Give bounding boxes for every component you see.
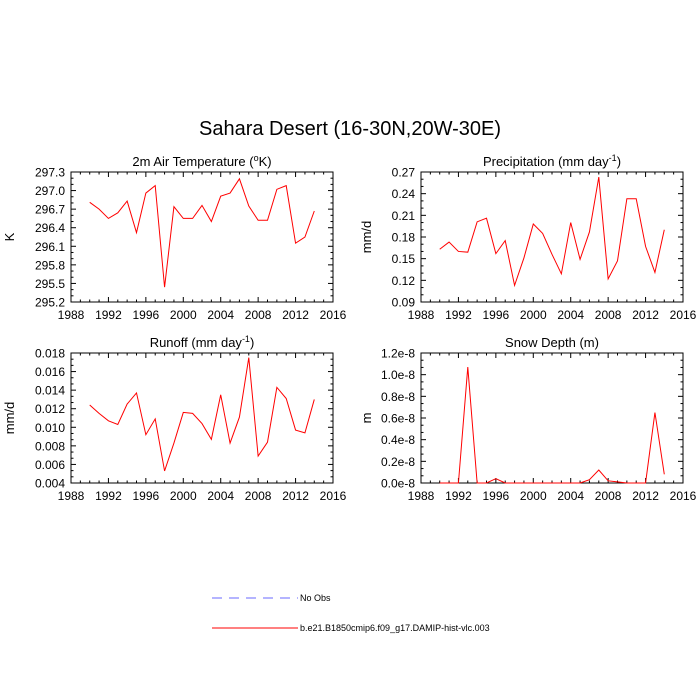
x-tick-label: 2008: [245, 489, 272, 503]
chart-panels: 1988 1992 1996 2000 2004 2008 2012 2016 295.2 295…: [2, 153, 697, 503]
y-tick-label: 0.012: [35, 402, 65, 416]
panel-title-superscript: -1: [609, 153, 617, 163]
y-tick-label: 0.12: [392, 274, 416, 288]
panel-title-main: Runoff (mm day: [150, 335, 243, 350]
x-tick-label: 2004: [207, 308, 234, 322]
x-tick-label: 1996: [133, 308, 160, 322]
y-tick-label: 1.2e-8: [381, 347, 415, 361]
y-axis-label: m: [359, 413, 374, 424]
x-tick-label: 1996: [483, 489, 510, 503]
panel-title-main: Snow Depth (m): [505, 335, 599, 350]
y-axis-label: mm/d: [2, 402, 17, 435]
chart-panel-1: 1988 1992 1996 2000 2004 2008 2012 2016 295.2 295…: [2, 153, 347, 322]
x-tick-label: 2000: [520, 489, 547, 503]
y-tick-label: 0.008: [35, 439, 65, 453]
chart-panel-2: 1988 1992 1996 2000 2004 2008 2012 2016 0.09 0.12…: [359, 153, 697, 322]
panel-title-main: 2m Air Temperature (: [132, 154, 254, 169]
y-tick-label: 1.0e-8: [381, 368, 415, 382]
x-tick-label: 2016: [320, 489, 347, 503]
x-tick-label: 2008: [245, 308, 272, 322]
legend: No Obs b.e21.B1850cmip6.f09_g17.DAMIP-his…: [212, 593, 490, 633]
y-axis-label: mm/d: [359, 221, 374, 254]
y-tick-label: 0.2e-8: [381, 455, 415, 469]
y-tick-label: 295.8: [35, 258, 65, 272]
y-tick-label: 297.0: [35, 184, 65, 198]
y-tick-label: 296.7: [35, 203, 65, 217]
panel-title: 2m Air Temperature (oK): [132, 153, 271, 169]
x-tick-label: 2012: [632, 489, 659, 503]
y-tick-label: 297.3: [35, 166, 65, 180]
x-tick-label: 2000: [170, 489, 197, 503]
y-tick-label: 0.6e-8: [381, 412, 415, 426]
legend-label: No Obs: [300, 593, 331, 603]
x-tick-label: 1988: [408, 308, 435, 322]
chart-panel-3: 1988 1992 1996 2000 2004 2008 2012 2016 0.004 0.0…: [2, 334, 347, 503]
series-line: [89, 357, 315, 472]
panel-title-superscript: o: [254, 153, 259, 163]
x-tick-label: 2012: [632, 308, 659, 322]
x-tick-label: 2008: [595, 308, 622, 322]
y-tick-label: 0.15: [392, 252, 416, 266]
x-tick-label: 1996: [133, 489, 160, 503]
y-tick-label: 295.5: [35, 277, 65, 291]
x-tick-label: 1992: [95, 308, 122, 322]
x-tick-label: 1992: [95, 489, 122, 503]
plot-frame: [70, 171, 334, 303]
x-tick-label: 1992: [445, 489, 472, 503]
x-tick-label: 1988: [408, 489, 435, 503]
y-tick-label: 0.27: [392, 166, 416, 180]
x-tick-label: 2016: [320, 308, 347, 322]
panel-title-superscript: -1: [242, 334, 250, 344]
y-tick-label: 0.006: [35, 458, 65, 472]
y-tick-label: 0.24: [392, 187, 416, 201]
plot-frame: [70, 352, 334, 484]
x-tick-label: 2016: [670, 489, 697, 503]
y-tick-label: 295.2: [35, 296, 65, 310]
x-tick-label: 1996: [483, 308, 510, 322]
y-tick-label: 296.4: [35, 221, 65, 235]
y-tick-label: 0.21: [392, 209, 416, 223]
x-tick-label: 2016: [670, 308, 697, 322]
series-line: [439, 176, 665, 288]
chart-panel-4: 1988 1992 1996 2000 2004 2008 2012 2016 0.0e-8 0.…: [359, 335, 697, 503]
y-tick-label: 0.4e-8: [381, 433, 415, 447]
x-tick-label: 2004: [207, 489, 234, 503]
y-tick-label: 0.018: [35, 347, 65, 361]
panel-title: Runoff (mm day-1): [150, 334, 255, 350]
y-tick-label: 0.8e-8: [381, 390, 415, 404]
panel-title: Snow Depth (m): [505, 335, 599, 350]
x-tick-label: 2000: [170, 308, 197, 322]
y-tick-label: 296.1: [35, 240, 65, 254]
panel-title-main: Precipitation (mm day: [483, 154, 609, 169]
series-line: [89, 177, 315, 288]
y-tick-label: 0.010: [35, 421, 65, 435]
x-tick-label: 2012: [282, 308, 309, 322]
x-tick-label: 2004: [557, 489, 584, 503]
x-tick-label: 1988: [58, 489, 85, 503]
y-axis-label: K: [2, 232, 17, 241]
y-tick-label: 0.18: [392, 231, 416, 245]
panel-title: Precipitation (mm day-1): [483, 153, 621, 169]
series-line: [439, 367, 665, 484]
y-tick-label: 0.09: [392, 296, 416, 310]
y-tick-label: 0.016: [35, 365, 65, 379]
x-tick-label: 1992: [445, 308, 472, 322]
x-tick-label: 2004: [557, 308, 584, 322]
y-tick-label: 0.004: [35, 477, 65, 491]
y-tick-label: 0.0e-8: [381, 477, 415, 491]
panel-title-tail: ): [617, 154, 621, 169]
figure-title: Sahara Desert (16-30N,20W-30E): [199, 118, 501, 140]
x-tick-label: 2012: [282, 489, 309, 503]
panel-title-tail: ): [250, 335, 254, 350]
y-tick-label: 0.014: [35, 384, 65, 398]
x-tick-label: 2000: [520, 308, 547, 322]
x-tick-label: 1988: [58, 308, 85, 322]
legend-label: b.e21.B1850cmip6.f09_g17.DAMIP-hist-vlc.…: [300, 623, 490, 633]
panel-title-tail: K): [259, 154, 272, 169]
x-tick-label: 2008: [595, 489, 622, 503]
